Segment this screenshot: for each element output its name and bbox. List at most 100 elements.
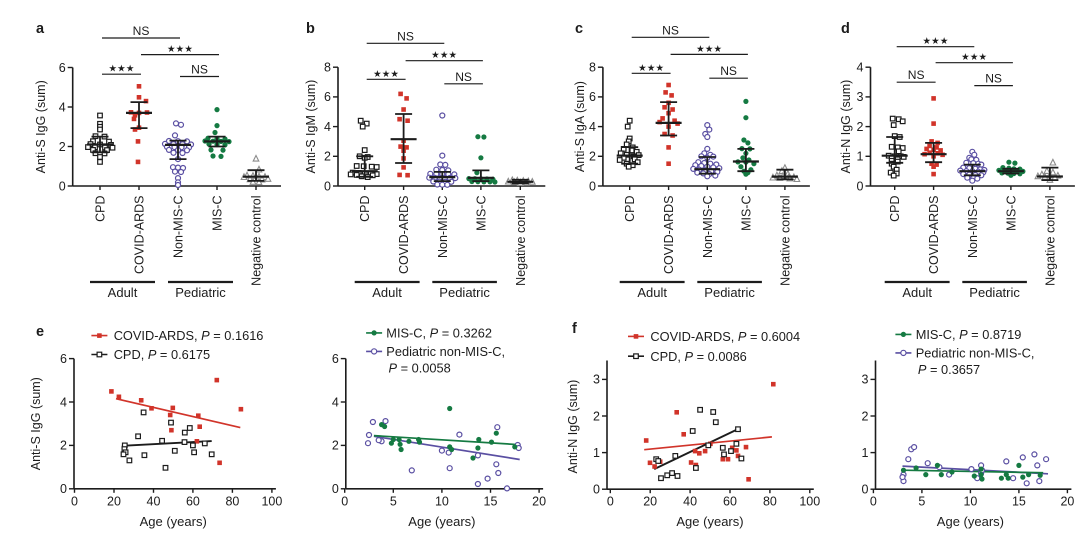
svg-text:★★★: ★★★ bbox=[638, 63, 664, 74]
svg-text:1: 1 bbox=[593, 446, 600, 460]
svg-text:2: 2 bbox=[589, 150, 596, 164]
svg-text:Non-MIS-C: Non-MIS-C bbox=[966, 196, 980, 259]
svg-text:d: d bbox=[841, 21, 850, 37]
svg-text:0: 0 bbox=[71, 494, 78, 508]
svg-text:MIS-C: MIS-C bbox=[1004, 196, 1018, 231]
svg-text:COVID-ARDS: COVID-ARDS bbox=[133, 196, 147, 274]
svg-text:0: 0 bbox=[324, 179, 331, 193]
svg-text:CPD: CPD bbox=[623, 196, 637, 222]
svg-text:2: 2 bbox=[324, 150, 331, 164]
svg-text:f: f bbox=[572, 321, 577, 337]
svg-text:COVID-ARDS: COVID-ARDS bbox=[662, 196, 676, 274]
svg-text:2: 2 bbox=[593, 409, 600, 423]
svg-text:Adult: Adult bbox=[902, 285, 932, 300]
svg-text:Age (years): Age (years) bbox=[140, 514, 207, 529]
svg-text:Adult: Adult bbox=[372, 285, 402, 300]
svg-text:6: 6 bbox=[324, 90, 331, 104]
svg-text:NS: NS bbox=[985, 72, 1002, 86]
svg-text:★★★: ★★★ bbox=[373, 69, 399, 80]
svg-text:Age (years): Age (years) bbox=[937, 514, 1004, 529]
svg-text:2: 2 bbox=[862, 409, 869, 423]
svg-text:Anti-S IgA (sum): Anti-S IgA (sum) bbox=[573, 81, 587, 172]
svg-text:e: e bbox=[36, 324, 44, 340]
svg-text:Negative control: Negative control bbox=[514, 196, 528, 286]
svg-text:20: 20 bbox=[643, 495, 657, 509]
svg-text:Anti-N IgG (sum): Anti-N IgG (sum) bbox=[839, 80, 853, 174]
svg-text:Non-MIS-C: Non-MIS-C bbox=[172, 196, 186, 259]
svg-text:1: 1 bbox=[862, 446, 869, 460]
svg-text:0: 0 bbox=[862, 483, 869, 497]
svg-text:Age (years): Age (years) bbox=[676, 514, 743, 529]
svg-text:6: 6 bbox=[332, 352, 339, 366]
svg-text:100: 100 bbox=[261, 494, 282, 508]
svg-text:Pediatric: Pediatric bbox=[969, 285, 1020, 300]
svg-text:Negative control: Negative control bbox=[1043, 196, 1057, 286]
svg-text:5: 5 bbox=[918, 495, 925, 509]
svg-text:1: 1 bbox=[857, 150, 864, 164]
svg-text:40: 40 bbox=[147, 494, 161, 508]
svg-text:0: 0 bbox=[607, 495, 614, 509]
svg-text:Anti-N IgG (sum): Anti-N IgG (sum) bbox=[566, 380, 580, 474]
svg-text:6: 6 bbox=[589, 90, 596, 104]
svg-text:MIS-C, P = 0.3262: MIS-C, P = 0.3262 bbox=[386, 326, 492, 341]
svg-text:2: 2 bbox=[332, 439, 339, 453]
svg-text:4: 4 bbox=[332, 395, 339, 409]
svg-text:4: 4 bbox=[60, 395, 67, 409]
svg-text:b: b bbox=[306, 21, 315, 37]
svg-text:Pediatric non-MIS-C,: Pediatric non-MIS-C, bbox=[386, 344, 505, 359]
svg-text:60: 60 bbox=[186, 494, 200, 508]
svg-text:Non-MIS-C: Non-MIS-C bbox=[701, 196, 715, 259]
svg-text:Pediatric: Pediatric bbox=[704, 285, 755, 300]
svg-text:NS: NS bbox=[908, 68, 925, 82]
svg-text:4: 4 bbox=[857, 61, 864, 75]
svg-text:15: 15 bbox=[1012, 495, 1026, 509]
svg-text:4: 4 bbox=[589, 120, 596, 134]
svg-text:0: 0 bbox=[332, 482, 339, 496]
svg-text:8: 8 bbox=[589, 61, 596, 75]
svg-text:Pediatric non-MIS-C,: Pediatric non-MIS-C, bbox=[916, 346, 1035, 361]
svg-text:15: 15 bbox=[484, 494, 498, 508]
svg-text:MIS-C: MIS-C bbox=[211, 196, 225, 231]
svg-text:a: a bbox=[36, 21, 45, 37]
svg-text:20: 20 bbox=[1060, 495, 1074, 509]
svg-text:★★★: ★★★ bbox=[922, 36, 948, 47]
svg-text:COVID-ARDS, P = 0.6004: COVID-ARDS, P = 0.6004 bbox=[650, 329, 800, 344]
svg-text:MIS-C: MIS-C bbox=[739, 196, 753, 231]
svg-text:NS: NS bbox=[455, 70, 472, 84]
svg-text:0: 0 bbox=[870, 495, 877, 509]
svg-text:10: 10 bbox=[435, 494, 449, 508]
svg-text:3: 3 bbox=[862, 373, 869, 387]
svg-text:c: c bbox=[575, 21, 583, 37]
svg-text:3: 3 bbox=[857, 90, 864, 104]
svg-text:CPD: CPD bbox=[358, 196, 372, 222]
svg-text:CPD, P = 0.0086: CPD, P = 0.0086 bbox=[650, 349, 746, 364]
svg-text:5: 5 bbox=[390, 494, 397, 508]
svg-text:0: 0 bbox=[593, 483, 600, 497]
svg-text:60: 60 bbox=[723, 495, 737, 509]
svg-text:4: 4 bbox=[324, 120, 331, 134]
svg-text:4: 4 bbox=[59, 100, 66, 114]
svg-text:Anti-S IgM (sum): Anti-S IgM (sum) bbox=[304, 80, 318, 174]
svg-text:Pediatric: Pediatric bbox=[175, 285, 226, 300]
svg-text:3: 3 bbox=[593, 373, 600, 387]
svg-text:P = 0.3657: P = 0.3657 bbox=[918, 362, 980, 377]
svg-text:COVID-ARDS, P = 0.1616: COVID-ARDS, P = 0.1616 bbox=[114, 328, 264, 343]
svg-text:Negative control: Negative control bbox=[778, 196, 792, 286]
svg-text:2: 2 bbox=[59, 140, 66, 154]
svg-text:Negative control: Negative control bbox=[250, 196, 264, 286]
svg-text:P = 0.0058: P = 0.0058 bbox=[389, 361, 451, 376]
svg-text:★★★: ★★★ bbox=[167, 44, 193, 55]
svg-text:★★★: ★★★ bbox=[108, 64, 134, 75]
svg-text:40: 40 bbox=[683, 495, 697, 509]
svg-text:Non-MIS-C: Non-MIS-C bbox=[436, 196, 450, 259]
svg-text:0: 0 bbox=[857, 179, 864, 193]
svg-text:2: 2 bbox=[60, 439, 67, 453]
svg-text:Pediatric: Pediatric bbox=[439, 285, 490, 300]
svg-text:MIS-C, P = 0.8719: MIS-C, P = 0.8719 bbox=[916, 327, 1022, 342]
svg-text:Adult: Adult bbox=[637, 285, 667, 300]
svg-text:10: 10 bbox=[963, 495, 977, 509]
svg-text:Adult: Adult bbox=[108, 285, 138, 300]
svg-text:0: 0 bbox=[589, 179, 596, 193]
svg-text:CPD: CPD bbox=[94, 196, 108, 222]
svg-text:2: 2 bbox=[857, 120, 864, 134]
